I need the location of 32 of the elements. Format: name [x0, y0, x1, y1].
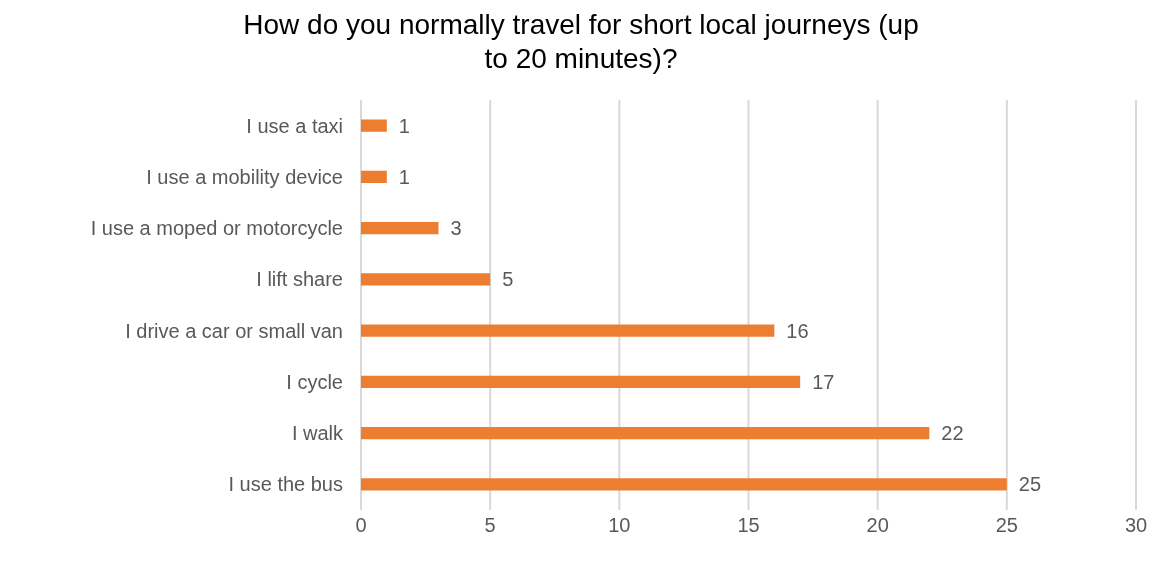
y-tick-label: I drive a car or small van [125, 319, 343, 342]
data-label: 25 [1018, 473, 1042, 496]
x-tick-label: 10 [608, 514, 631, 537]
x-tick-label: 5 [484, 514, 496, 537]
bar [361, 478, 1007, 491]
bar [361, 375, 801, 389]
data-label: 1 [398, 114, 410, 137]
y-tick-label: I cycle [286, 370, 343, 393]
data-label: 3 [450, 217, 462, 240]
x-tick-label: 30 [1124, 514, 1148, 537]
bar [361, 426, 930, 440]
y-tick-label: I lift share [256, 268, 343, 291]
data-label: 5 [502, 268, 514, 291]
bar [361, 119, 387, 132]
data-label: 1 [398, 165, 410, 188]
x-tick-label: 20 [866, 514, 889, 537]
y-tick-label: I use a mobility device [146, 165, 343, 188]
bar [361, 273, 491, 286]
x-tick-label: 15 [737, 514, 760, 537]
y-tick-label: I walk [291, 422, 344, 445]
bar [361, 324, 775, 337]
bar [361, 170, 387, 184]
data-label: 22 [941, 422, 964, 445]
bar [361, 221, 439, 235]
y-tick-label: I use a moped or motorcycle [90, 217, 343, 240]
x-tick-label: 0 [355, 514, 367, 537]
y-tick-label: I use the bus [228, 473, 343, 496]
data-label: 16 [786, 319, 809, 342]
chart-title: How do you normally travel for short local journeys (up to 20 minutes)? [242, 8, 920, 76]
x-tick-label: 25 [995, 514, 1018, 537]
data-label: 17 [812, 370, 835, 393]
y-tick-label: I use a taxi [246, 114, 343, 137]
